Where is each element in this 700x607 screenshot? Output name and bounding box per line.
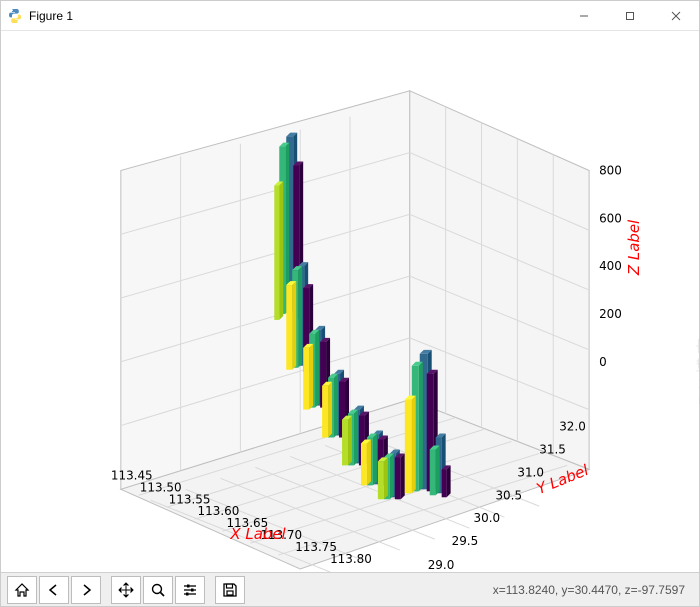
x-axis-label: X Label: [229, 525, 286, 543]
svg-text:200: 200: [599, 307, 622, 321]
pan-button[interactable]: [111, 576, 141, 604]
home-icon: [14, 582, 30, 598]
z-tick-labels: 0 200 400 600 800: [599, 163, 622, 368]
matplotlib-toolbar: x=113.8240, y=30.4470, z=-97.7597: [1, 572, 699, 606]
svg-text:30.5: 30.5: [495, 488, 522, 502]
arrow-right-icon: [78, 582, 94, 598]
minimize-button[interactable]: [561, 1, 607, 31]
svg-text:600: 600: [599, 211, 622, 225]
close-icon: [671, 11, 681, 21]
sliders-icon: [182, 582, 198, 598]
forward-button[interactable]: [71, 576, 101, 604]
maximize-icon: [625, 11, 635, 21]
plot-area[interactable]: 113.45113.50113.55113.60113.65113.70113.…: [1, 31, 699, 572]
3d-bar-chart[interactable]: 113.45113.50113.55113.60113.65113.70113.…: [1, 31, 699, 572]
svg-text:31.5: 31.5: [539, 442, 566, 456]
save-button[interactable]: [215, 576, 245, 604]
window-controls: [561, 1, 699, 31]
arrow-left-icon: [46, 582, 62, 598]
z-axis-label: Z Label: [625, 219, 643, 276]
zoom-icon: [150, 582, 166, 598]
subplot-config-button[interactable]: [175, 576, 205, 604]
cursor-status: x=113.8240, y=30.4470, z=-97.7597: [493, 583, 693, 597]
python-app-icon: [7, 8, 23, 24]
close-button[interactable]: [653, 1, 699, 31]
svg-text:30.0: 30.0: [474, 511, 501, 525]
back-button[interactable]: [39, 576, 69, 604]
home-button[interactable]: [7, 576, 37, 604]
minimize-icon: [579, 11, 589, 21]
move-icon: [118, 582, 134, 598]
svg-text:31.0: 31.0: [517, 465, 544, 479]
svg-text:29.5: 29.5: [452, 534, 479, 548]
window-title: Figure 1: [29, 9, 73, 23]
save-icon: [222, 582, 238, 598]
titlebar: Figure 1: [1, 1, 699, 31]
svg-text:32.0: 32.0: [559, 420, 586, 434]
svg-text:800: 800: [599, 163, 622, 177]
svg-text:400: 400: [599, 259, 622, 273]
svg-text:113.80: 113.80: [330, 552, 372, 566]
svg-text:0: 0: [599, 355, 607, 369]
zoom-button[interactable]: [143, 576, 173, 604]
maximize-button[interactable]: [607, 1, 653, 31]
svg-text:29.0: 29.0: [428, 558, 455, 572]
